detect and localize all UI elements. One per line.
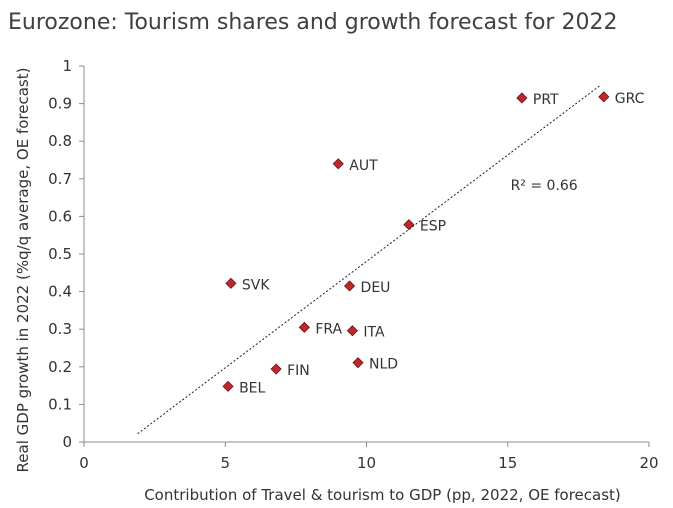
y-tick-label: 0 [62,433,72,451]
point-label-ita: ITA [363,325,385,341]
y-tick-label: 1 [62,57,72,75]
y-tick-label: 0.8 [48,132,72,150]
data-point-grc [598,91,610,103]
point-label-nld: NLD [369,357,398,373]
data-point-bel [222,380,234,392]
data-point-esp [403,219,415,231]
y-tick-label: 0.2 [48,358,72,376]
data-point-nld [352,357,364,369]
x-tick-label: 5 [220,454,230,472]
data-point-prt [516,92,528,104]
data-point-fin [270,363,282,375]
point-label-grc: GRC [615,91,645,107]
x-tick-label: 10 [357,454,376,472]
data-point-svk [225,277,237,289]
trendline [137,84,602,435]
point-label-fin: FIN [287,363,310,379]
data-point-fra [298,321,310,333]
x-axis-title: Contribution of Travel & tourism to GDP … [144,486,621,504]
point-label-svk: SVK [242,277,270,293]
y-tick-label: 0.4 [48,283,72,301]
data-point-deu [343,280,356,292]
data-point-ita [346,325,358,337]
x-tick-label: 0 [79,454,89,472]
y-tick-label: 0.9 [48,95,72,113]
chart-title: Eurozone: Tourism shares and growth fore… [8,10,618,35]
x-tick-label: 15 [498,454,517,472]
point-label-bel: BEL [239,380,265,396]
point-label-deu: DEU [361,280,391,296]
y-tick-label: 0.1 [48,395,72,413]
y-tick-label: 0.3 [48,320,72,338]
y-axis-title: Real GDP growth in 2022 (%q/q average, O… [14,68,32,473]
y-tick-label: 0.7 [48,170,72,188]
point-label-aut: AUT [349,158,378,174]
point-label-esp: ESP [420,219,446,235]
r-squared-annotation: R² = 0.66 [511,178,578,194]
y-tick-label: 0.6 [48,207,72,225]
data-point-aut [332,158,344,170]
y-tick-label: 0.5 [48,245,72,263]
point-label-prt: PRT [533,92,559,108]
x-tick-label: 20 [639,454,658,472]
point-label-fra: FRA [315,321,342,337]
